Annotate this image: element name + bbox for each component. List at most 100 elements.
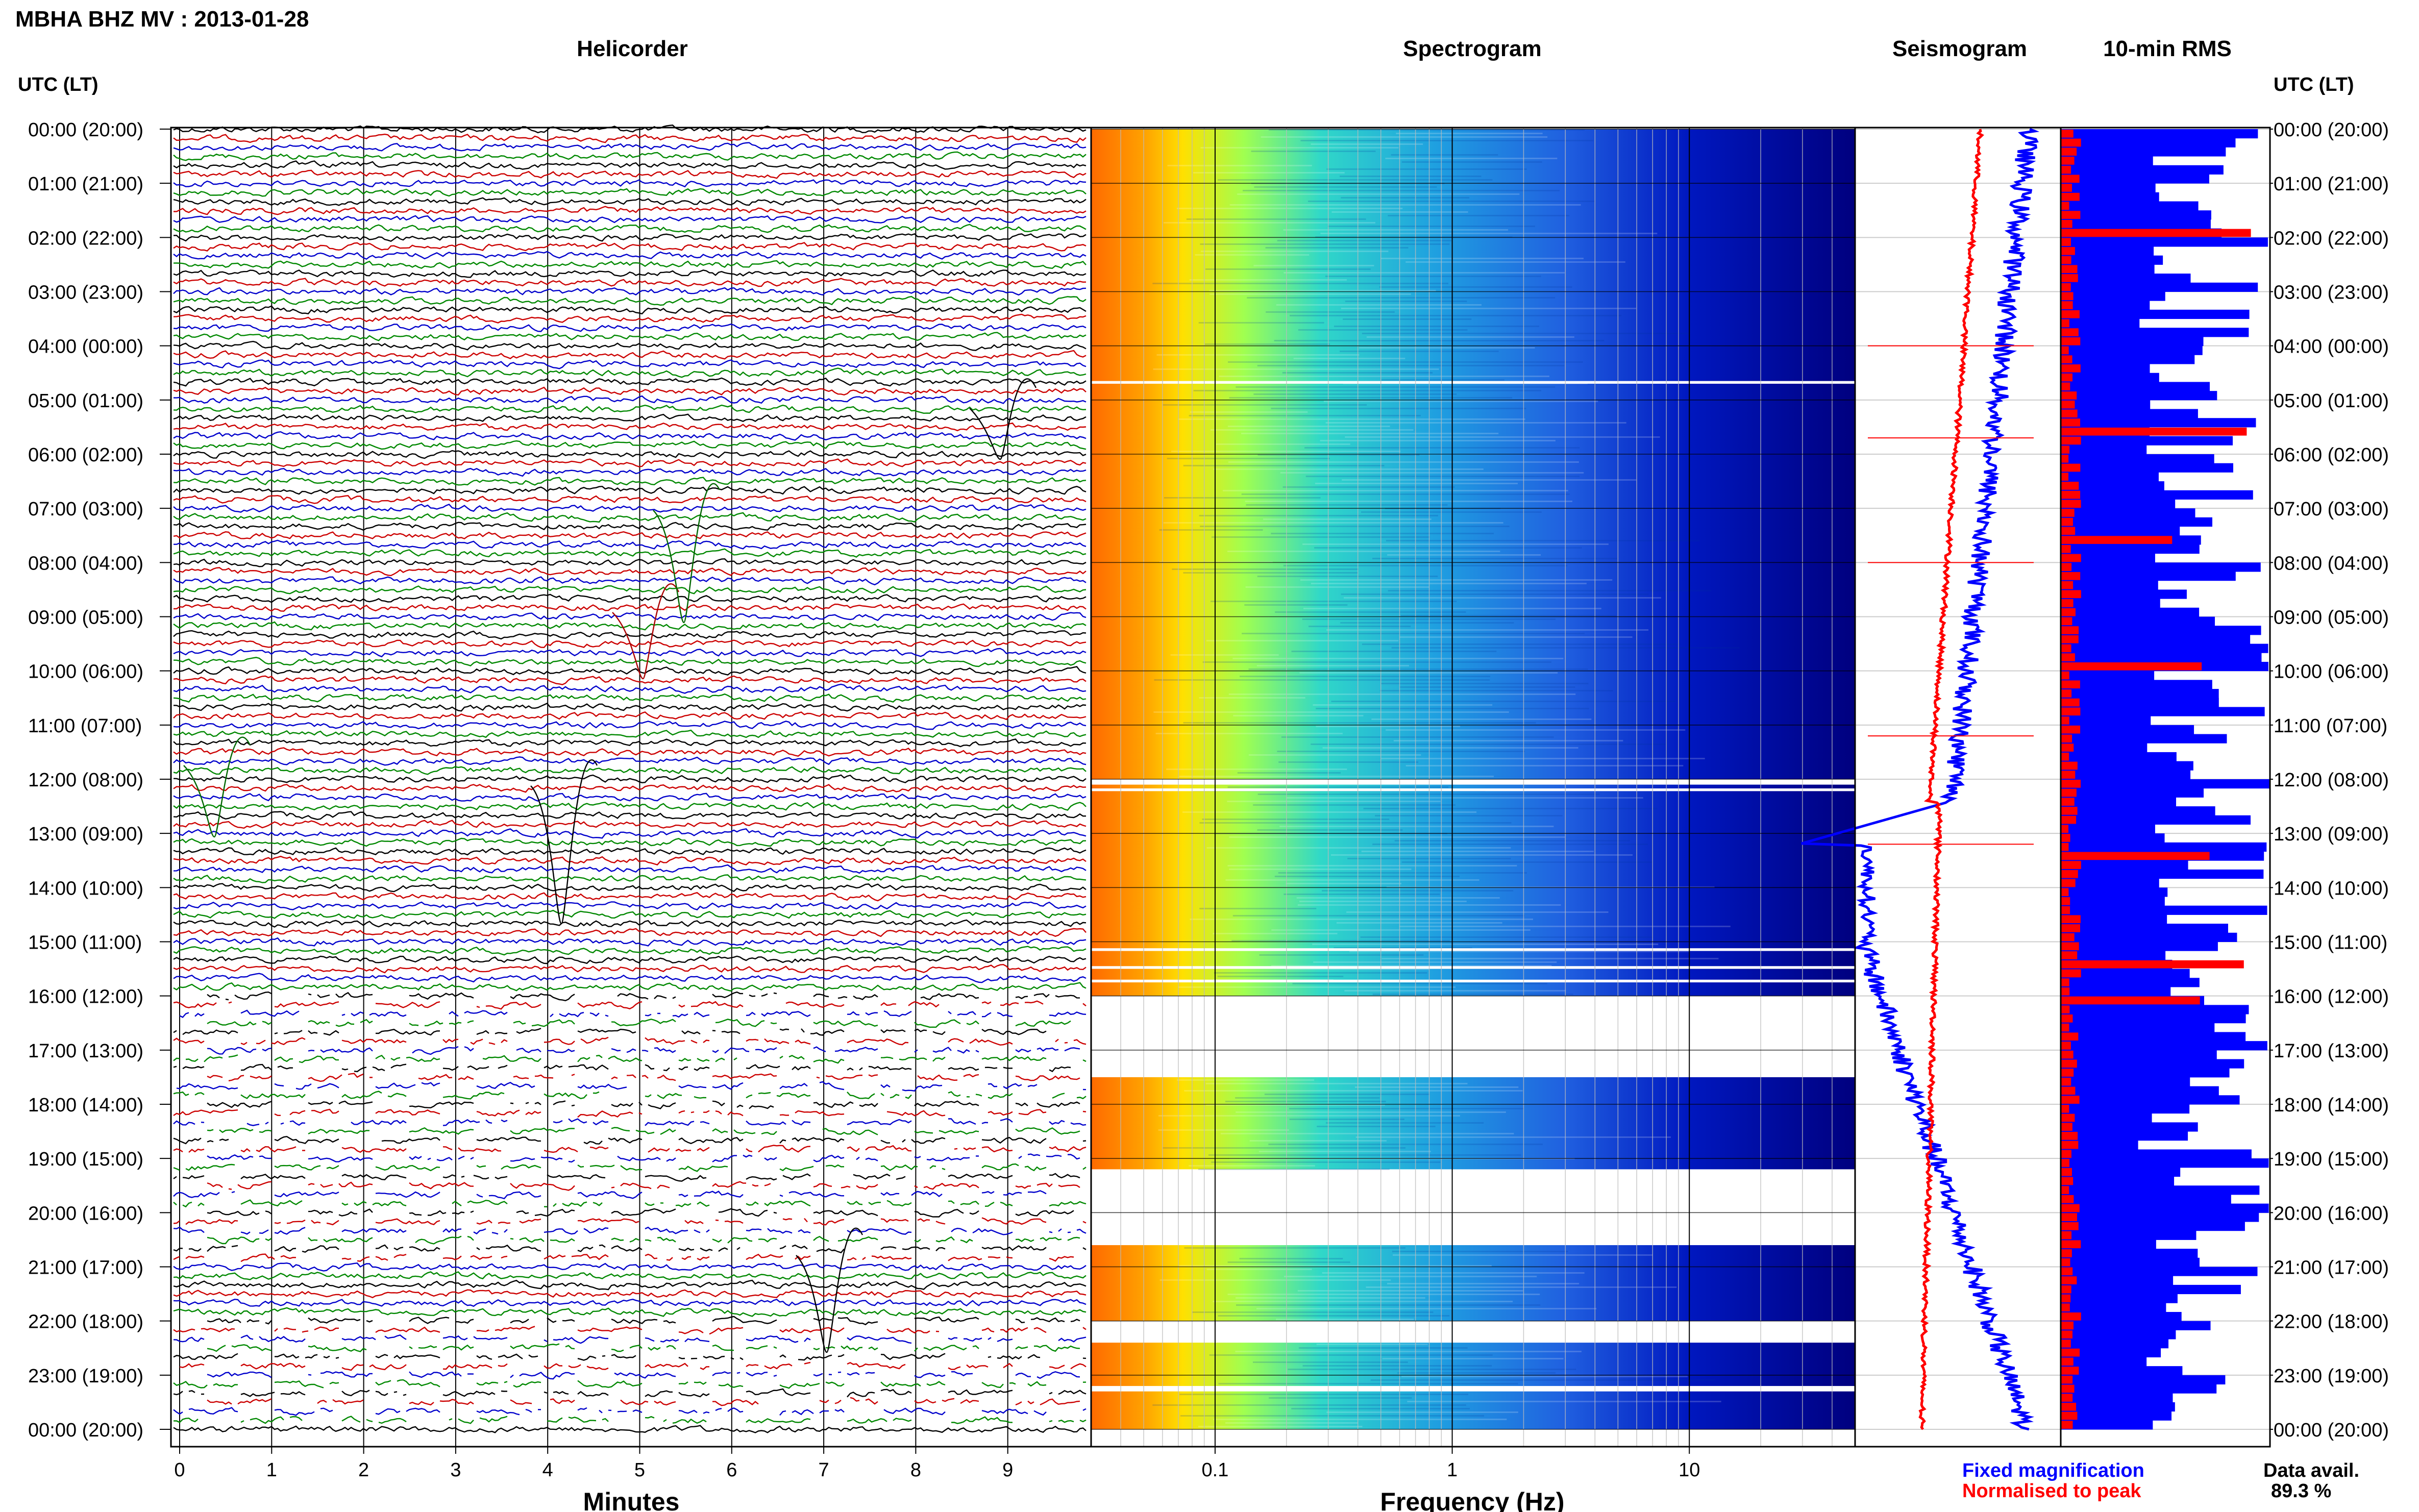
spectrogram-speckle <box>1228 693 1576 695</box>
helicorder-trace <box>194 1012 205 1017</box>
helicorder-trace <box>675 1203 692 1207</box>
helicorder-trace <box>586 1366 609 1370</box>
helicorder-trace <box>853 1173 891 1180</box>
helicorder-x-tick-label: 4 <box>542 1459 553 1481</box>
helicorder-trace <box>442 1038 459 1044</box>
rms-bar-normalised <box>2061 1123 2072 1131</box>
spectrogram-speckle <box>1372 994 1573 995</box>
spectrogram-speckle <box>1355 1136 1671 1138</box>
helicorder-trace <box>173 1176 177 1179</box>
helicorder-trace <box>859 1103 878 1107</box>
rms-bar-fixed <box>2061 779 2269 789</box>
helicorder-trace <box>736 1104 744 1108</box>
spectrogram-speckle <box>1362 333 1690 334</box>
helicorder-trace <box>813 1235 829 1242</box>
helicorder-trace <box>228 1054 238 1058</box>
left-time-label: 04:00 (00:00) <box>28 336 143 358</box>
helicorder-trace <box>234 991 272 1000</box>
helicorder-trace <box>694 1096 707 1099</box>
spectrogram-speckle <box>1180 1415 1485 1417</box>
right-time-label: 15:00 (11:00) <box>2274 932 2387 954</box>
helicorder-trace <box>788 1055 805 1060</box>
helicorder-trace <box>188 1248 202 1252</box>
helicorder-trace <box>764 1183 771 1186</box>
spectrogram-speckle <box>1219 376 1549 377</box>
helicorder-trace <box>274 1328 278 1332</box>
rms-bar-fixed <box>2061 328 2249 337</box>
helicorder-trace <box>305 1354 318 1359</box>
helicorder-trace <box>341 1038 407 1044</box>
helicorder-trace <box>418 1345 437 1349</box>
helicorder-trace <box>449 1011 459 1017</box>
rms-bar-normalised <box>2061 391 2077 400</box>
spectrogram-speckle <box>1277 240 1452 241</box>
helicorder-trace <box>847 1092 875 1099</box>
helicorder-trace <box>173 909 1087 919</box>
helicorder-trace <box>308 1020 330 1025</box>
helicorder-trace <box>240 1199 303 1207</box>
helicorder-trace <box>611 1076 618 1080</box>
helicorder-trace <box>988 1083 998 1087</box>
helicorder-trace <box>678 1409 698 1414</box>
helicorder-trace <box>458 1418 474 1424</box>
helicorder-trace <box>173 1289 1087 1299</box>
helicorder-trace <box>932 1047 952 1053</box>
helicorder-trace <box>886 1200 912 1207</box>
helicorder-trace <box>173 1065 177 1068</box>
helicorder-trace <box>280 1122 284 1125</box>
helicorder-trace <box>847 1257 857 1260</box>
helicorder-trace <box>528 1354 538 1358</box>
helicorder-trace <box>883 1010 912 1017</box>
helicorder-trace <box>981 1012 992 1018</box>
helicorder-trace <box>473 1228 486 1235</box>
helicorder-trace <box>173 675 1087 685</box>
helicorder-trace <box>442 1255 462 1260</box>
helicorder-trace <box>544 1254 566 1260</box>
helicorder-trace <box>173 847 1087 856</box>
helicorder-trace <box>880 1002 897 1006</box>
helicorder-trace <box>712 991 744 998</box>
helicorder-trace <box>847 1372 860 1376</box>
rms-bar-fixed <box>2061 1194 2231 1204</box>
helicorder-trace <box>442 1391 496 1397</box>
helicorder-trace <box>207 1246 226 1252</box>
helicorder-trace <box>981 1163 1019 1171</box>
rms-bar-normalised <box>2061 1113 2075 1122</box>
helicorder-trace <box>678 1247 695 1251</box>
helicorder-x-tick-label: 1 <box>266 1459 277 1481</box>
helicorder-trace <box>914 1239 921 1243</box>
helicorder-trace <box>428 1210 447 1216</box>
helicorder-trace <box>495 1032 508 1034</box>
helicorder-trace <box>442 1228 462 1233</box>
helicorder-trace <box>173 386 1087 396</box>
helicorder-trace <box>1049 1256 1074 1262</box>
helicorder-trace <box>611 1349 624 1352</box>
rms-bar-normalised <box>2061 915 2081 924</box>
rms-bar-fixed <box>2061 761 2193 771</box>
spectrogram-speckle <box>1205 268 1371 270</box>
spectrogram-speckle <box>1153 368 1439 370</box>
helicorder-trace <box>274 1113 281 1117</box>
helicorder-trace <box>544 1363 563 1369</box>
helicorder-trace <box>645 1239 652 1242</box>
spectrogram-speckle <box>1326 629 1649 631</box>
helicorder-trace <box>375 1029 440 1036</box>
rms-bar-normalised <box>2061 608 2076 616</box>
helicorder-trace <box>706 1229 710 1233</box>
right-time-label: 23:00 (19:00) <box>2274 1366 2389 1387</box>
left-time-label: 22:00 (18:00) <box>28 1311 143 1333</box>
helicorder-trace <box>712 1371 731 1376</box>
helicorder-trace <box>219 1138 229 1141</box>
spectrogram-speckle <box>1256 1308 1597 1309</box>
helicorder-trace <box>963 1337 982 1342</box>
helicorder-trace <box>1036 1101 1080 1108</box>
helicorder-trace <box>384 1334 407 1340</box>
rms-bar-fixed <box>2061 1185 2260 1195</box>
spectrogram-speckle <box>1236 1297 1425 1299</box>
rms-bar-normalised <box>2061 698 2080 707</box>
helicorder-trace <box>1070 1363 1087 1370</box>
helicorder-trace <box>476 1006 480 1008</box>
helicorder-trace <box>544 1339 548 1343</box>
left-time-label: 20:00 (16:00) <box>28 1203 143 1224</box>
helicorder-trace <box>173 784 1087 793</box>
